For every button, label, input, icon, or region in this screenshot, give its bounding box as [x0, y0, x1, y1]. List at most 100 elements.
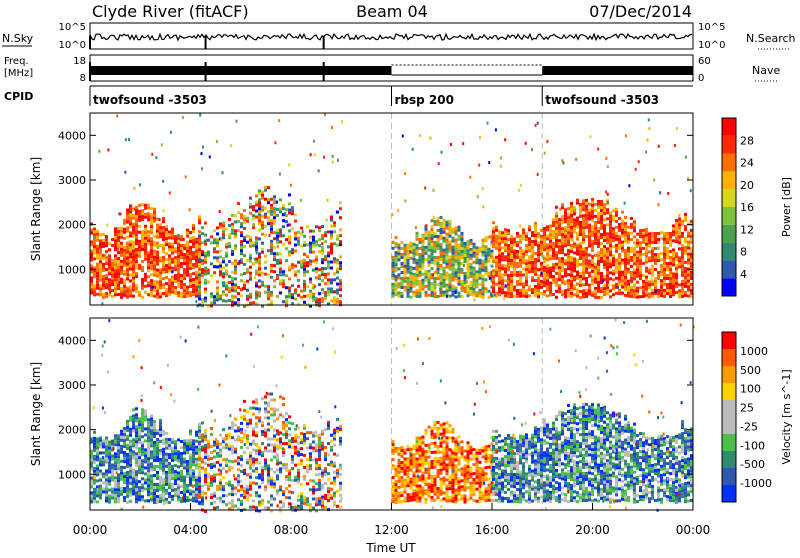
data-cell [657, 247, 660, 250]
data-cell [108, 281, 111, 284]
data-cell [258, 228, 261, 231]
data-cell [422, 252, 425, 255]
data-cell [165, 243, 168, 246]
data-cell [225, 285, 228, 288]
data-cell [138, 219, 141, 222]
data-cell [681, 292, 684, 295]
data-cell [428, 273, 431, 276]
data-cell [195, 244, 198, 247]
data-cell [195, 241, 198, 244]
data-cell [192, 451, 195, 454]
data-cell [492, 227, 495, 230]
data-cell [458, 277, 461, 280]
data-cell [174, 286, 177, 289]
data-cell [612, 263, 615, 266]
data-cell [156, 477, 159, 480]
data-cell [470, 284, 473, 287]
data-cell [473, 261, 476, 264]
scatter-cell [159, 218, 161, 221]
data-cell [537, 286, 540, 289]
data-cell [117, 458, 120, 461]
data-cell [597, 254, 600, 257]
data-cell [126, 266, 129, 269]
data-cell [168, 290, 171, 293]
data-cell [282, 282, 285, 285]
data-cell [558, 239, 561, 242]
data-cell [195, 488, 198, 491]
data-cell [204, 429, 207, 432]
data-cell [213, 507, 216, 510]
scatter-cell [607, 165, 609, 168]
scatter-cell [564, 282, 566, 285]
data-cell [300, 498, 303, 501]
data-cell [216, 238, 219, 241]
data-cell [219, 298, 222, 301]
data-cell [168, 447, 171, 450]
data-cell [231, 271, 234, 274]
data-cell [416, 238, 419, 241]
data-cell [522, 285, 525, 288]
data-cell [455, 239, 458, 242]
data-cell [543, 245, 546, 248]
data-cell [543, 290, 546, 293]
data-cell [243, 433, 246, 436]
data-cell [198, 457, 201, 460]
data-cell [147, 284, 150, 287]
data-cell [579, 248, 582, 251]
data-cell [270, 426, 273, 429]
data-cell [660, 267, 663, 270]
data-cell [669, 241, 672, 244]
data-cell [672, 281, 675, 284]
data-cell [684, 267, 687, 270]
data-cell [579, 224, 582, 227]
data-cell [585, 259, 588, 262]
data-cell [159, 425, 162, 428]
data-cell [102, 451, 105, 454]
data-cell [198, 463, 201, 466]
data-cell [540, 283, 543, 286]
data-cell [129, 279, 132, 282]
data-cell [464, 272, 467, 275]
data-cell [558, 218, 561, 221]
data-cell [534, 228, 537, 231]
data-cell [473, 252, 476, 255]
data-cell [330, 497, 333, 500]
data-cell [672, 287, 675, 290]
data-cell [135, 419, 138, 422]
data-cell [213, 441, 216, 444]
data-cell [93, 290, 96, 293]
data-cell [336, 235, 339, 238]
data-cell [135, 272, 138, 275]
data-cell [327, 424, 330, 427]
data-cell [126, 236, 129, 239]
data-cell [639, 262, 642, 265]
data-cell [123, 481, 126, 484]
data-cell [434, 283, 437, 286]
data-cell [309, 281, 312, 284]
data-cell [392, 262, 395, 265]
data-cell [138, 204, 141, 207]
data-cell [630, 217, 633, 220]
data-cell [225, 282, 228, 285]
data-cell [681, 271, 684, 274]
data-cell [189, 442, 192, 445]
data-cell [147, 433, 150, 436]
data-cell [96, 230, 99, 233]
data-cell [177, 291, 180, 294]
data-cell [171, 267, 174, 270]
data-cell [573, 221, 576, 224]
data-cell [437, 241, 440, 244]
data-cell [192, 254, 195, 257]
data-cell [407, 268, 410, 271]
data-cell [294, 244, 297, 247]
data-cell [666, 241, 669, 244]
scatter-cell [685, 156, 687, 159]
data-cell [144, 433, 147, 436]
data-cell [473, 291, 476, 294]
data-cell [141, 284, 144, 287]
data-cell [132, 262, 135, 265]
data-cell [195, 247, 198, 250]
data-cell [479, 283, 482, 286]
scatter-cell [230, 144, 232, 147]
data-cell [603, 293, 606, 296]
